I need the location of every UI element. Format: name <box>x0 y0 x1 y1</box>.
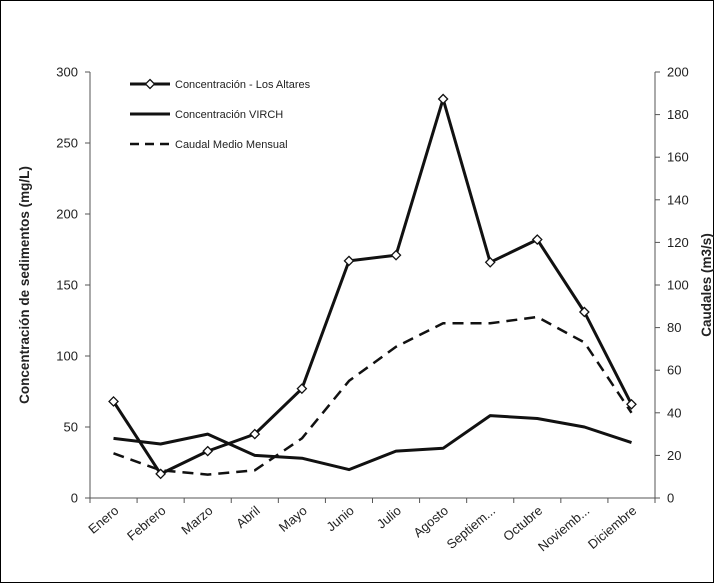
right-tick-label: 40 <box>667 405 681 420</box>
right-tick-label: 160 <box>667 150 689 165</box>
data-point <box>202 445 214 457</box>
left-tick-label: 100 <box>56 349 78 364</box>
right-tick-label: 120 <box>667 235 689 250</box>
legend: Concentración - Los Altares Concentración… <box>130 78 311 151</box>
data-point <box>578 306 590 318</box>
right-tick-label: 0 <box>667 491 674 506</box>
left-tick-label: 50 <box>64 420 78 435</box>
legend-label-concentracion-virch: Concentración VIRCH <box>175 109 283 121</box>
left-tick-label: 150 <box>56 278 78 293</box>
left-tick-label: 200 <box>56 207 78 222</box>
right-tick-label: 60 <box>667 363 681 378</box>
data-point <box>626 398 637 410</box>
data-point <box>108 396 119 407</box>
data-point <box>484 256 496 268</box>
series-line-concentracion-virch <box>113 414 632 472</box>
left-tick-label: 250 <box>56 136 78 151</box>
left-axis-title: Concentración de sedimentos (mg/L) <box>17 166 32 404</box>
legend-label-caudal-medio-mensual: Caudal Medio Mensual <box>175 139 288 151</box>
legend-marker <box>144 78 156 90</box>
data-point <box>249 428 261 440</box>
data-point <box>343 255 355 267</box>
left-tick-label: 300 <box>56 65 78 80</box>
series-layer <box>108 93 637 480</box>
right-tick-label: 80 <box>667 320 681 335</box>
right-tick-label: 20 <box>667 448 681 463</box>
data-point <box>296 383 308 395</box>
right-tick-label: 180 <box>667 107 689 122</box>
data-point <box>531 234 543 245</box>
right-tick-label: 200 <box>667 65 689 80</box>
data-point <box>437 93 449 105</box>
legend-label-concentracion-los-altares: Concentración - Los Altares <box>175 79 311 91</box>
data-point <box>155 468 167 480</box>
series-line-caudal-medio-mensual <box>113 315 633 476</box>
series-line-concentracion-los-altares <box>112 97 633 476</box>
right-tick-label: 140 <box>667 192 689 207</box>
right-tick-label: 100 <box>667 278 689 293</box>
data-point <box>390 249 402 261</box>
left-tick-label: 0 <box>71 491 78 506</box>
right-axis-title: Caudales (m3/s) <box>699 233 714 337</box>
